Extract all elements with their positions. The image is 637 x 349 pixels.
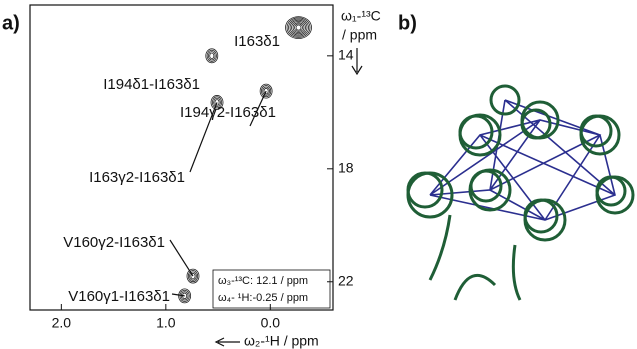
figure: a) b) ω₃-¹³C: 12.1 / ppm ω₄- ¹H:-0.25 / … xyxy=(0,0,637,349)
contour xyxy=(292,21,306,33)
annotation: ω₄- ¹H:-0.25 / ppm xyxy=(218,292,308,304)
plot-frame xyxy=(30,5,333,310)
contour xyxy=(206,49,218,63)
peak-label: I194δ1-I163δ1 xyxy=(103,76,200,93)
x-tick-label: 0.0 xyxy=(261,315,281,331)
protein-structure xyxy=(408,86,633,300)
x-tick-label: 1.0 xyxy=(156,315,176,331)
y-tick-label: 18 xyxy=(338,159,354,175)
peak xyxy=(206,49,218,63)
x-tick-label: 2.0 xyxy=(52,315,72,331)
y-axis-label: / ppm xyxy=(342,27,377,43)
y-axis-label: ω₁-¹³C xyxy=(341,8,381,24)
axis-arrow xyxy=(216,338,240,346)
helices xyxy=(408,86,633,300)
peak-label: I163δ1 xyxy=(234,33,280,50)
panel-label: a) xyxy=(2,12,20,34)
y-tick-label: 22 xyxy=(338,272,354,288)
peak-label: V160γ1-I163δ1 xyxy=(68,288,170,305)
peak-label: I163γ2-I163δ1 xyxy=(89,169,185,186)
contour xyxy=(296,25,301,30)
contour xyxy=(210,53,214,59)
peak-label: V160γ2-I163δ1 xyxy=(63,234,165,251)
leader-line xyxy=(170,240,193,276)
y-tick-label: 14 xyxy=(338,47,354,63)
peak xyxy=(286,17,312,39)
contour xyxy=(287,18,310,38)
x-axis-label: ω₂-¹H / ppm xyxy=(244,333,319,349)
peak-label: I194γ2-I163δ1 xyxy=(180,104,276,121)
panel-label: b) xyxy=(398,12,417,34)
annotation: ω₃-¹³C: 12.1 / ppm xyxy=(218,275,308,287)
